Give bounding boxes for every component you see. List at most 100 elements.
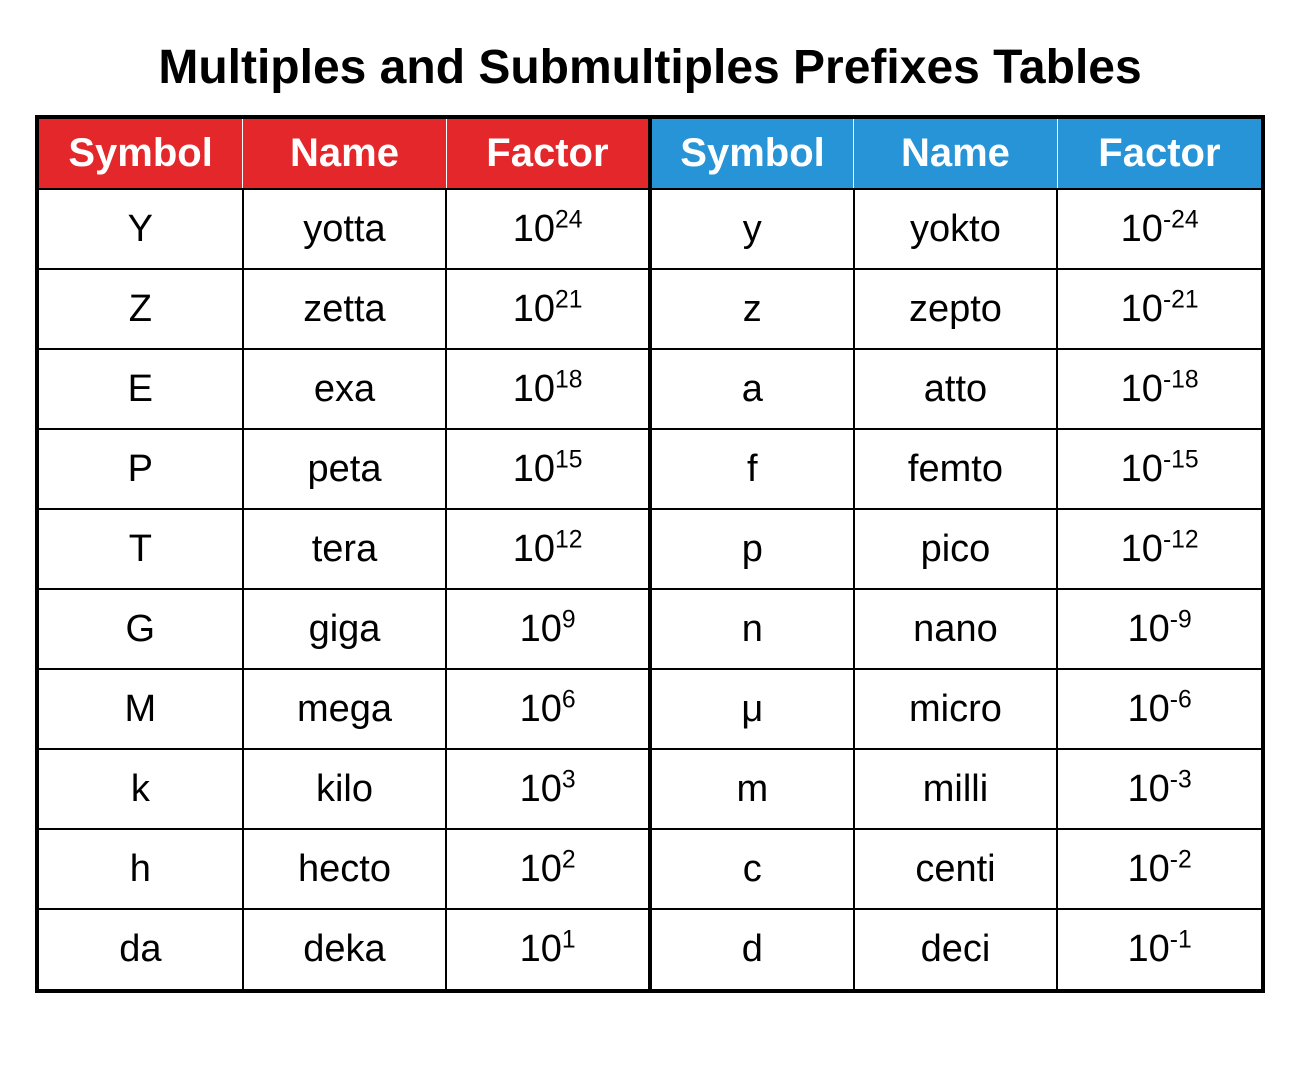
- cell-right-symbol: y: [650, 189, 854, 269]
- cell-right-factor: 10-6: [1057, 669, 1261, 749]
- factor-exponent: -1: [1170, 926, 1192, 953]
- prefixes-table-container: Symbol Name Factor Symbol Name Factor Yy…: [35, 115, 1265, 993]
- cell-right-name: micro: [854, 669, 1058, 749]
- cell-right-symbol: z: [650, 269, 854, 349]
- col-header-left-name: Name: [243, 119, 447, 189]
- cell-right-symbol: p: [650, 509, 854, 589]
- cell-left-factor: 101: [446, 909, 650, 989]
- cell-right-symbol: a: [650, 349, 854, 429]
- factor-exponent: 9: [562, 606, 576, 633]
- cell-left-symbol: M: [39, 669, 243, 749]
- cell-left-factor: 1018: [446, 349, 650, 429]
- table-row: Ggiga109nnano10-9: [39, 589, 1261, 669]
- factor-exponent: 15: [555, 446, 582, 473]
- cell-right-factor: 10-24: [1057, 189, 1261, 269]
- cell-left-name: exa: [243, 349, 447, 429]
- factor-base: 10: [1121, 528, 1163, 570]
- factor-base: 10: [520, 608, 562, 650]
- col-header-left-symbol: Symbol: [39, 119, 243, 189]
- factor-base: 10: [1121, 288, 1163, 330]
- cell-right-name: centi: [854, 829, 1058, 909]
- cell-right-factor: 10-21: [1057, 269, 1261, 349]
- cell-left-symbol: k: [39, 749, 243, 829]
- cell-left-factor: 1015: [446, 429, 650, 509]
- cell-right-symbol: f: [650, 429, 854, 509]
- factor-exponent: -9: [1170, 606, 1192, 633]
- cell-left-name: yotta: [243, 189, 447, 269]
- table-body: Yyotta1024yyokto10-24Zzetta1021zzepto10-…: [39, 189, 1261, 989]
- cell-left-symbol: h: [39, 829, 243, 909]
- factor-exponent: 21: [555, 286, 582, 313]
- cell-left-symbol: Y: [39, 189, 243, 269]
- table-row: kkilo103mmilli10-3: [39, 749, 1261, 829]
- factor-base: 10: [1128, 928, 1170, 970]
- table-row: Ppeta1015ffemto10-15: [39, 429, 1261, 509]
- factor-exponent: 2: [562, 846, 576, 873]
- cell-left-symbol: da: [39, 909, 243, 989]
- factor-base: 10: [513, 288, 555, 330]
- col-header-right-factor: Factor: [1057, 119, 1261, 189]
- cell-right-name: nano: [854, 589, 1058, 669]
- factor-exponent: -15: [1163, 446, 1199, 473]
- cell-left-symbol: T: [39, 509, 243, 589]
- cell-right-symbol: n: [650, 589, 854, 669]
- cell-left-factor: 1024: [446, 189, 650, 269]
- cell-right-factor: 10-12: [1057, 509, 1261, 589]
- cell-right-factor: 10-2: [1057, 829, 1261, 909]
- cell-left-factor: 1012: [446, 509, 650, 589]
- cell-right-symbol: μ: [650, 669, 854, 749]
- factor-exponent: 12: [555, 526, 582, 553]
- factor-base: 10: [1121, 448, 1163, 490]
- cell-left-name: hecto: [243, 829, 447, 909]
- factor-exponent: -21: [1163, 286, 1199, 313]
- cell-right-factor: 10-1: [1057, 909, 1261, 989]
- cell-right-name: pico: [854, 509, 1058, 589]
- cell-left-name: tera: [243, 509, 447, 589]
- cell-right-name: atto: [854, 349, 1058, 429]
- factor-base: 10: [513, 448, 555, 490]
- cell-right-symbol: c: [650, 829, 854, 909]
- factor-base: 10: [513, 528, 555, 570]
- factor-exponent: -24: [1163, 206, 1199, 233]
- factor-base: 10: [1128, 688, 1170, 730]
- factor-base: 10: [1121, 368, 1163, 410]
- factor-exponent: 24: [555, 206, 582, 233]
- cell-left-factor: 1021: [446, 269, 650, 349]
- col-header-right-name: Name: [854, 119, 1058, 189]
- cell-right-symbol: m: [650, 749, 854, 829]
- cell-right-name: zepto: [854, 269, 1058, 349]
- factor-exponent: -18: [1163, 366, 1199, 393]
- cell-left-factor: 102: [446, 829, 650, 909]
- table-header: Symbol Name Factor Symbol Name Factor: [39, 119, 1261, 189]
- table-row: Ttera1012ppico10-12: [39, 509, 1261, 589]
- cell-right-factor: 10-15: [1057, 429, 1261, 509]
- cell-left-name: zetta: [243, 269, 447, 349]
- table-row: hhecto102ccenti10-2: [39, 829, 1261, 909]
- table-row: Zzetta1021zzepto10-21: [39, 269, 1261, 349]
- factor-exponent: 1: [562, 926, 576, 953]
- factor-exponent: -3: [1170, 766, 1192, 793]
- cell-right-name: yokto: [854, 189, 1058, 269]
- table-row: dadeka101ddeci10-1: [39, 909, 1261, 989]
- factor-exponent: 6: [562, 686, 576, 713]
- factor-base: 10: [1128, 768, 1170, 810]
- cell-left-factor: 106: [446, 669, 650, 749]
- table-row: Eexa1018aatto10-18: [39, 349, 1261, 429]
- table-row: Mmega106μmicro10-6: [39, 669, 1261, 749]
- cell-right-name: deci: [854, 909, 1058, 989]
- cell-left-name: mega: [243, 669, 447, 749]
- cell-right-name: femto: [854, 429, 1058, 509]
- factor-base: 10: [520, 768, 562, 810]
- cell-right-symbol: d: [650, 909, 854, 989]
- factor-base: 10: [520, 928, 562, 970]
- table-row: Yyotta1024yyokto10-24: [39, 189, 1261, 269]
- cell-right-name: milli: [854, 749, 1058, 829]
- prefixes-table: Symbol Name Factor Symbol Name Factor Yy…: [39, 119, 1261, 989]
- factor-exponent: 3: [562, 766, 576, 793]
- cell-right-factor: 10-18: [1057, 349, 1261, 429]
- factor-base: 10: [1128, 608, 1170, 650]
- cell-left-symbol: G: [39, 589, 243, 669]
- cell-left-name: peta: [243, 429, 447, 509]
- cell-left-factor: 109: [446, 589, 650, 669]
- cell-left-symbol: P: [39, 429, 243, 509]
